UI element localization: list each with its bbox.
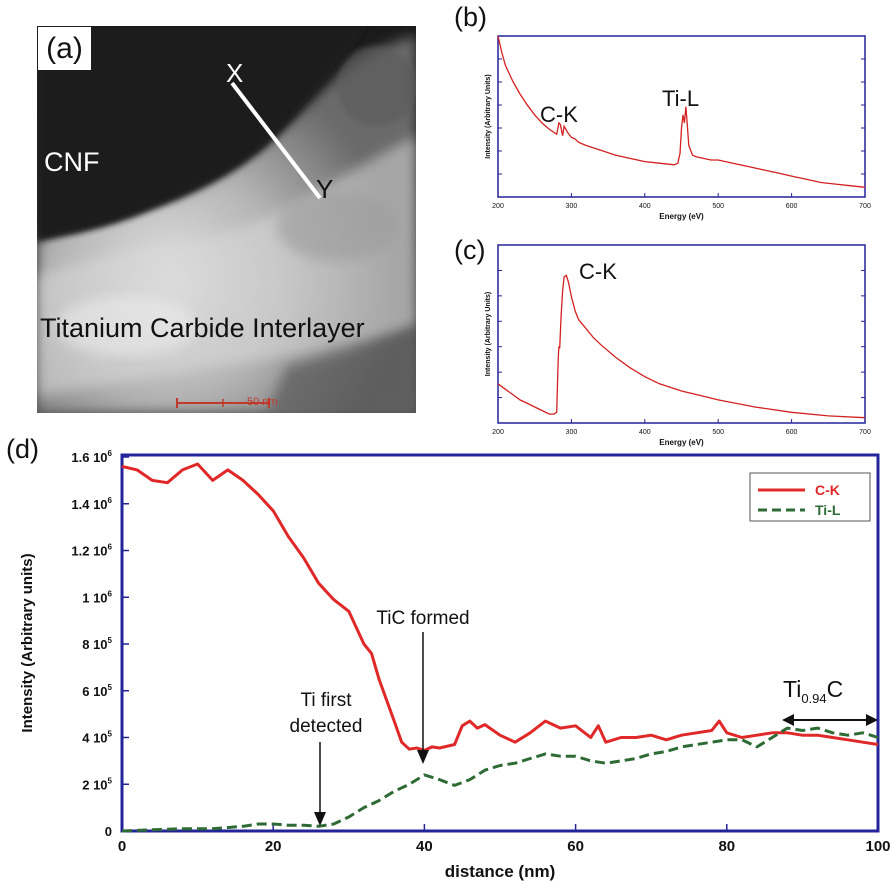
annotation-tic-phase: Ti0.94C (783, 676, 843, 706)
point-x-label: X (226, 58, 244, 88)
x-tick-label: 200 (492, 429, 504, 436)
micrograph-svg (37, 26, 416, 413)
x-tick-label: 600 (786, 429, 798, 436)
cnf-label: CNF (44, 147, 100, 177)
x-tick-label: 300 (566, 429, 578, 436)
spectrum-line (497, 35, 866, 188)
peak-annotation: Ti-L (662, 86, 699, 111)
y-tick-exponent: 5 (108, 636, 113, 645)
micrograph-image: X Y CNF Titanium Carbide Interlayer 50 n… (37, 26, 416, 413)
y-tick-label: 6 105 (82, 683, 112, 699)
x-tick-label: 600 (786, 203, 798, 210)
peak-annotation: C-K (540, 102, 578, 127)
legend-box (749, 472, 871, 522)
x-tick-label: 100 (865, 838, 890, 855)
spectrum-line (497, 274, 866, 419)
x-tick-label: 500 (712, 203, 724, 210)
x-tick-label: 400 (639, 429, 651, 436)
y-axis-label: Intensity (Arbitrary units) (19, 553, 36, 732)
x-tick-label: 20 (265, 838, 282, 855)
arrowhead-ti-first (314, 812, 326, 826)
series-line-c-k (121, 462, 879, 752)
panel-label: (d) (6, 434, 39, 464)
x-axis-label: Energy (eV) (659, 212, 704, 221)
x-tick-label: 700 (859, 203, 871, 210)
legend-label: C-K (815, 482, 840, 498)
panel-label: (b) (454, 2, 487, 32)
x-tick-label: 500 (712, 429, 724, 436)
series-line-ti-l (121, 726, 879, 833)
spectrum-panel: 200 300 400 500 600 700 Energy (eV) Intensity (… (454, 2, 871, 221)
panel-label: (c) (454, 235, 485, 265)
y-tick-label: 1.4 106 (71, 496, 112, 512)
y-tick-label: 1.2 106 (71, 543, 112, 559)
peak-annotation: C-K (579, 259, 617, 284)
scale-bar-label: 50 nm (247, 396, 278, 408)
y-tick-exponent: 6 (108, 496, 113, 505)
legend: C-K Ti-L (749, 472, 871, 522)
y-tick-label: 1.6 106 (71, 449, 112, 465)
spectrum-panel: 200 300 400 500 600 700 Energy (eV) Intensity (… (454, 235, 871, 447)
y-tick-label: 4 105 (82, 730, 112, 746)
plot-frame (497, 35, 866, 198)
annotation-ti-first: Ti first (300, 690, 352, 711)
x-tick-label: 0 (118, 838, 126, 855)
x-tick-label: 60 (567, 838, 584, 855)
x-axis-label: distance (nm) (445, 862, 556, 881)
depth-profile-panel: 0 20 40 60 80 100 0 2 105 4 105 6 105 8 105 1 106 1.… (6, 434, 891, 881)
y-tick-exponent: 5 (108, 730, 113, 739)
plot-frame (497, 244, 866, 424)
tic-subscript: 0.94 (801, 691, 826, 706)
panel-a-label: (a) (38, 27, 91, 70)
legend-label: Ti-L (815, 502, 841, 518)
y-tick-label: 2 105 (82, 776, 112, 792)
arrowhead-tic-formed (417, 750, 429, 764)
interlayer-label: Titanium Carbide Interlayer (40, 313, 365, 343)
x-tick-label: 80 (718, 838, 735, 855)
x-tick-label: 400 (639, 203, 651, 210)
annotation-ti-detected: detected (290, 716, 363, 737)
y-tick-label: 8 105 (82, 636, 112, 652)
y-tick-exponent: 6 (108, 543, 113, 552)
tic-tail: C (827, 676, 844, 702)
y-tick-label: 0 (105, 824, 112, 839)
y-tick-exponent: 5 (108, 776, 113, 785)
x-tick-label: 700 (859, 429, 871, 436)
y-tick-exponent: 6 (108, 449, 113, 458)
x-tick-label: 40 (416, 838, 433, 855)
y-axis-label: Intensity (Arbitrary Units) (485, 292, 492, 376)
line-profile-xy (230, 81, 322, 200)
x-tick-label: 300 (566, 203, 578, 210)
double-arrow-right (866, 714, 878, 726)
y-tick-exponent: 5 (108, 683, 113, 692)
y-tick-label: 1 106 (82, 589, 112, 605)
y-axis-label: Intensity (Arbitrary Units) (485, 74, 492, 158)
y-tick-exponent: 6 (108, 589, 113, 598)
double-arrow-left (782, 714, 794, 726)
annotation-tic-formed: TiC formed (376, 608, 469, 629)
x-tick-label: 200 (492, 203, 504, 210)
point-y-label: Y (316, 174, 334, 204)
x-axis-label: Energy (eV) (659, 438, 704, 447)
